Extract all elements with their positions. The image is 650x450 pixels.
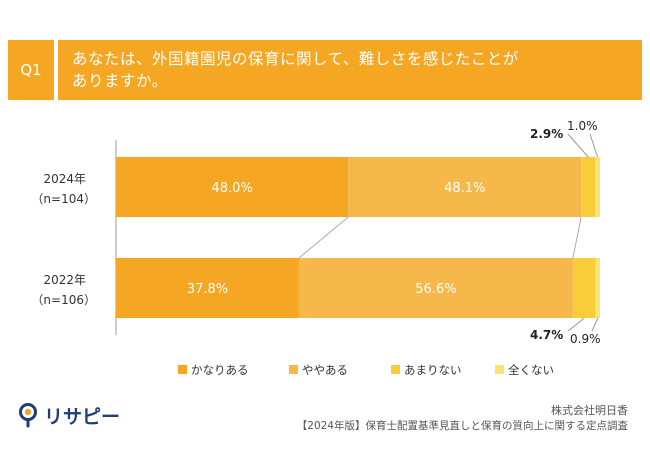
data-label-outer-2024-3: 2.9% [530, 127, 563, 141]
leader-line-2024-3 [567, 133, 589, 158]
legend-label-2: ややある [302, 363, 348, 377]
data-label-outer-2022-3: 4.7% [530, 328, 563, 342]
data-label-inner: 48.1% [444, 181, 485, 196]
survey-title: 【2024年版】保育士配置基準見直しと保育の質向上に関する定点調査 [296, 420, 628, 432]
legend-swatch-2 [289, 365, 298, 374]
legend-swatch-4 [495, 365, 504, 374]
question-badge: Q1 [8, 40, 54, 100]
data-label-inner: 56.6% [415, 282, 456, 297]
leader-line-2024-4 [589, 133, 599, 158]
bar-segment-2024-4 [595, 157, 600, 217]
connector-line-2 [572, 216, 582, 259]
leader-line-2022-4 [591, 317, 599, 332]
company-name: 株式会社明日香 [551, 404, 628, 417]
data-label-outer-2022-4: 0.9% [570, 332, 601, 346]
connector-line-1 [298, 216, 349, 259]
brand-logo: リサピー [18, 400, 120, 430]
legend-swatch-1 [178, 365, 187, 374]
category-label-n: （n=104） [31, 192, 96, 206]
logo-text: リサピー [44, 405, 121, 428]
category-label-year: 2022年 [43, 273, 86, 287]
leader-line-2022-3 [567, 317, 585, 332]
stacked-bar-chart: 2024年 （n=104） 2022年 （n=106） 48.0% 48.1% 37.8% 5… [31, 119, 601, 377]
data-label-outer-2024-4: 1.0% [567, 119, 598, 133]
bar-segment-2022-2 [298, 258, 573, 318]
bar-segment-2024-3 [581, 157, 596, 217]
question-line-1: あなたは、外国籍園児の保育に関して、難しさを感じたことが [72, 50, 519, 68]
legend-label-3: あまりない [404, 363, 462, 377]
bar-segment-2022-4 [595, 258, 600, 318]
question-box: あなたは、外国籍園児の保育に関して、難しさを感じたことが ありますか。 [58, 40, 642, 100]
category-label-n: （n=106） [31, 293, 96, 307]
logo-magnifier-icon [19, 403, 37, 428]
bar-segment-2022-3 [572, 258, 596, 318]
bar-segment-2024-2 [348, 157, 582, 217]
question-line-2: ありますか。 [72, 72, 168, 90]
bar-segment-2022-1 [116, 258, 299, 318]
legend-swatch-3 [391, 365, 400, 374]
data-label-inner: 37.8% [187, 282, 228, 297]
bar-segment-2024-1 [116, 157, 349, 217]
legend-label-1: かなりある [191, 363, 249, 377]
legend-label-4: 全くない [508, 363, 554, 377]
category-label-year: 2024年 [43, 172, 86, 186]
data-label-inner: 48.0% [212, 181, 253, 196]
